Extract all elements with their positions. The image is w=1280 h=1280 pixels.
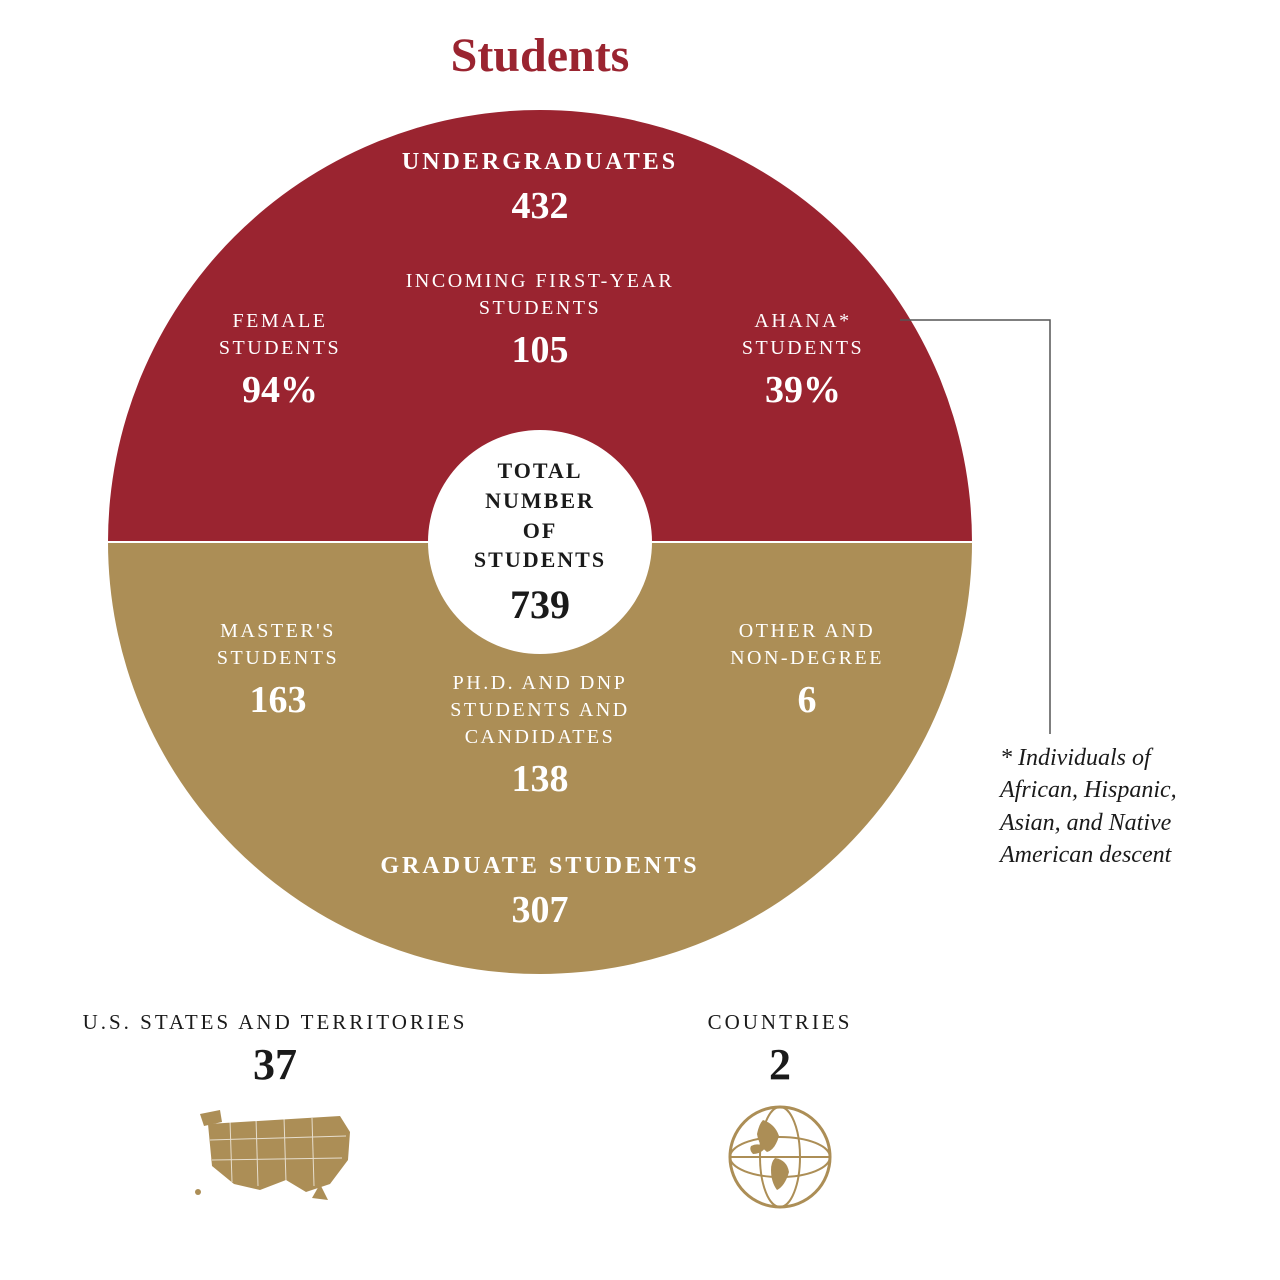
- undergraduates-value: 432: [108, 184, 972, 228]
- footer-stat-states: U.S. STATES AND TERRITORIES 37: [60, 1010, 490, 1202]
- phd-value: 138: [388, 757, 692, 801]
- donut-chart: TOTAL NUMBER OF STUDENTS 739 UNDERGRADUA…: [108, 110, 972, 974]
- phd-label: PH.D. AND DNP STUDENTS AND CANDIDATES: [388, 670, 692, 751]
- other-label: OTHER AND NON-DEGREE: [692, 618, 922, 672]
- stat-ahana: AHANA* STUDENTS 39%: [698, 308, 908, 412]
- stat-other: OTHER AND NON-DEGREE 6: [692, 618, 922, 722]
- stat-masters: MASTER'S STUDENTS 163: [168, 618, 388, 722]
- masters-label: MASTER'S STUDENTS: [168, 618, 388, 672]
- countries-label: COUNTRIES: [630, 1010, 930, 1035]
- countries-value: 2: [630, 1039, 930, 1090]
- states-value: 37: [60, 1039, 490, 1090]
- graduates-label: GRADUATE STUDENTS: [108, 850, 972, 882]
- stat-graduates-header: GRADUATE STUDENTS 307: [108, 850, 972, 932]
- stat-phd: PH.D. AND DNP STUDENTS AND CANDIDATES 13…: [388, 670, 692, 801]
- students-infographic: Students TOTAL NUMBER OF STUDENTS 739 UN…: [0, 0, 1280, 1280]
- stat-undergraduates-header: UNDERGRADUATES 432: [108, 146, 972, 228]
- page-title: Students: [0, 28, 1080, 83]
- ahana-footnote: * Individuals of African, Hispanic, Asia…: [1000, 742, 1260, 872]
- masters-value: 163: [168, 678, 388, 722]
- female-value: 94%: [170, 368, 390, 412]
- female-label: FEMALE STUDENTS: [170, 308, 390, 362]
- ahana-label: AHANA* STUDENTS: [698, 308, 908, 362]
- ahana-value: 39%: [698, 368, 908, 412]
- graduates-value: 307: [108, 888, 972, 932]
- other-value: 6: [692, 678, 922, 722]
- undergraduates-label: UNDERGRADUATES: [108, 146, 972, 178]
- stat-incoming: INCOMING FIRST-YEAR STUDENTS 105: [370, 268, 710, 372]
- states-label: U.S. STATES AND TERRITORIES: [60, 1010, 490, 1035]
- incoming-label: INCOMING FIRST-YEAR STUDENTS: [370, 268, 710, 322]
- stat-female: FEMALE STUDENTS 94%: [170, 308, 390, 412]
- us-map-icon: [190, 1102, 360, 1202]
- globe-icon: [725, 1102, 835, 1212]
- incoming-value: 105: [370, 328, 710, 372]
- center-total: TOTAL NUMBER OF STUDENTS 739: [428, 430, 652, 654]
- center-total-value: 739: [510, 581, 570, 628]
- center-total-label: TOTAL NUMBER OF STUDENTS: [474, 456, 606, 575]
- footer-stat-countries: COUNTRIES 2: [630, 1010, 930, 1212]
